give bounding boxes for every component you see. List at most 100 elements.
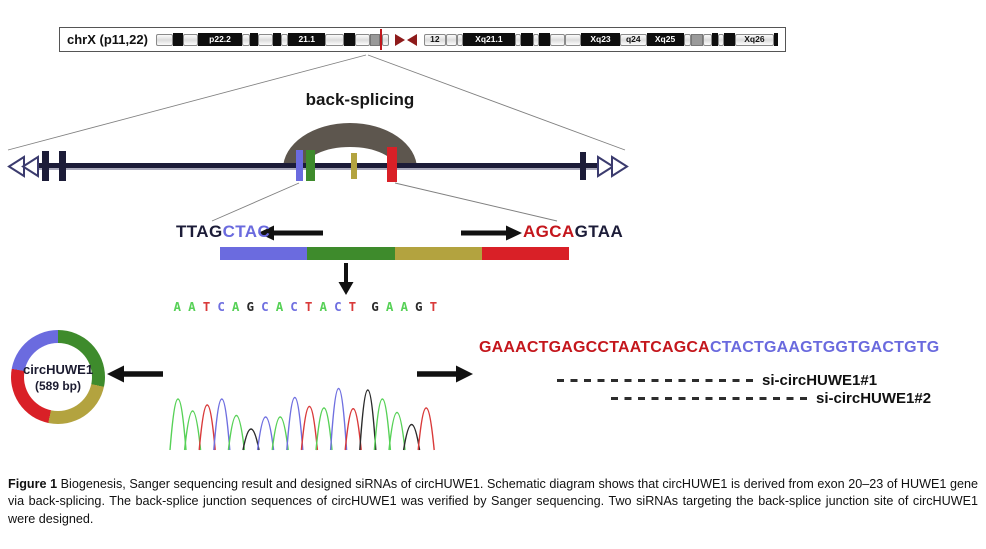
- sanger-base-letter: T: [429, 299, 438, 314]
- junction-full-sequence: GAAACTGAGCCTAATCAGCACTACTGAAGTGGTGACTGTG: [479, 339, 939, 357]
- exon-bar-segment-red: [481, 247, 569, 260]
- junction-seq-right-dark: GTAA: [574, 222, 624, 241]
- junction-seq-left-dark: TTAG: [176, 222, 223, 241]
- ideogram-band: [550, 33, 566, 46]
- exon-21-green: [306, 150, 315, 181]
- ideogram-band: [773, 33, 778, 46]
- chromatogram-peak-A: [169, 398, 187, 451]
- ideogram-band-label: Xq23: [590, 34, 611, 45]
- chromatogram-peak-C: [213, 398, 231, 451]
- circrna-name: circHUWE1: [22, 361, 94, 377]
- centromere-triangle-left: [407, 33, 418, 46]
- connector-line-left: [211, 182, 300, 222]
- ideogram-band-label: 21.1: [298, 34, 315, 45]
- ideogram-band: [155, 33, 173, 46]
- ideogram-band: [354, 33, 370, 46]
- figure-caption-number: Figure 1: [8, 476, 58, 491]
- sanger-base-letter: A: [319, 299, 327, 314]
- ideogram-band: [538, 33, 551, 46]
- ideogram-bands: p22.2 21.1 12 Xq21.1 Xq23 q24 Xq25 Xq26: [155, 28, 778, 51]
- ideogram-band: [691, 33, 704, 46]
- chromatogram-peak-G: [359, 389, 377, 451]
- sanger-base-letter: G: [246, 299, 255, 314]
- sanger-base-letter: C: [261, 299, 269, 314]
- ideogram-band: 12: [423, 33, 447, 46]
- ideogram-band: [520, 33, 533, 46]
- ideogram-band: [344, 33, 355, 46]
- back-splicing-label: back-splicing: [305, 90, 415, 109]
- sanger-chromatogram: [169, 387, 435, 451]
- ideogram-band: [532, 33, 539, 46]
- ideogram-band: [249, 33, 258, 46]
- ideogram-band: p22.2: [198, 33, 242, 46]
- gene-line-shadow: [30, 168, 600, 170]
- chromatogram-peak-G: [402, 424, 421, 451]
- sanger-base-letter: G: [415, 299, 423, 314]
- chromosome-label: chrX (p11,22): [67, 32, 148, 47]
- gene-arrowhead-right-inner: [597, 155, 615, 178]
- exon-bar-segment-blue: [220, 247, 308, 260]
- sanger-base-letter: T: [348, 299, 357, 314]
- ideogram-band-label: q24: [625, 34, 641, 45]
- sirna-row-2: si-circHUWE1#2: [611, 390, 931, 407]
- sanger-base-letter: C: [334, 299, 342, 314]
- exon-color-bar: [220, 247, 569, 260]
- arrow-to-circle-head: [107, 365, 124, 383]
- gene-arrowhead-right-outer: [611, 155, 629, 178]
- junction-seq-right: AGCAGTAA: [523, 222, 623, 242]
- chromatogram-peak-T: [198, 404, 216, 451]
- ideogram-band: [369, 33, 380, 46]
- sirna-2-label: si-circHUWE1#2: [816, 390, 932, 407]
- exon-23-red: [387, 147, 397, 182]
- sanger-base-letter: T: [202, 299, 211, 314]
- exon-bar-segment-olive: [394, 247, 482, 260]
- gene-arrowhead-left-inner: [21, 155, 39, 178]
- exon-dark-3: [580, 152, 586, 180]
- ideogram-band: [388, 33, 424, 46]
- chromatogram-peak-A: [183, 410, 202, 451]
- exon-dark-1: [42, 151, 49, 181]
- chromatogram-peak-T: [300, 405, 319, 451]
- junction-arrow-right-head: [506, 225, 522, 241]
- junction-seq-left: TTAGCTAC: [176, 222, 270, 242]
- ideogram-band: [683, 33, 692, 46]
- sirna-row-1: si-circHUWE1#1: [557, 372, 877, 389]
- chromatogram-peak-A: [315, 407, 333, 451]
- sanger-base-letter: A: [231, 299, 240, 314]
- ideogram-band: [273, 33, 282, 46]
- sanger-base-letter: A: [400, 299, 408, 314]
- ideogram-band: [514, 33, 521, 46]
- chromatogram-peak-C: [286, 397, 304, 451]
- sanger-base-letter: A: [275, 299, 284, 314]
- chromatogram-peak-A: [388, 412, 406, 451]
- junction-seq-left-blue: CTAC: [222, 222, 271, 241]
- ideogram-band: [712, 33, 719, 46]
- ideogram-band: [565, 33, 581, 46]
- ideogram-band: [172, 33, 183, 46]
- chromatogram-peak-C: [329, 387, 348, 451]
- ideogram-band: [379, 29, 383, 50]
- sanger-base-letter: G: [371, 299, 379, 314]
- ideogram-band: [325, 33, 345, 46]
- ideogram-band: [456, 33, 463, 46]
- ideogram-band-label: Xq26: [744, 34, 765, 45]
- sanger-base-letter: A: [385, 299, 394, 314]
- sirna-2-dashed-line: [611, 397, 810, 400]
- gene-line: [30, 163, 600, 168]
- sanger-base-letter: A: [173, 299, 182, 314]
- sirna-1-label: si-circHUWE1#1: [762, 372, 878, 389]
- ideogram-band: [257, 33, 274, 46]
- chromatogram-peak-A: [271, 416, 289, 451]
- ideogram-band: [446, 33, 457, 46]
- circrna-ring-center: circHUWE1 (589 bp): [22, 343, 94, 411]
- ideogram-band-label: Xq21.1: [475, 34, 503, 45]
- ideogram-band: [281, 33, 289, 46]
- ideogram-band: [182, 33, 199, 46]
- ideogram-band: Xq23: [580, 33, 621, 46]
- figure-caption: Figure 1 Biogenesis, Sanger sequencing r…: [8, 476, 978, 529]
- circrna-ring: circHUWE1 (589 bp): [11, 330, 105, 424]
- junction-seq-right-red: AGCA: [523, 222, 575, 241]
- connector-line-right: [394, 182, 558, 222]
- ideogram-band: Xq21.1: [462, 33, 515, 46]
